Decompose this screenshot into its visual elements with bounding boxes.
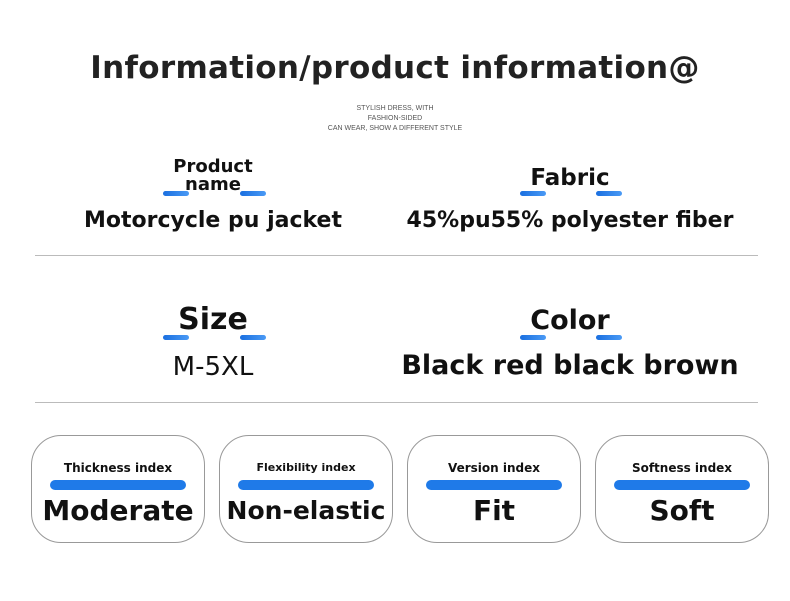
divider [35, 255, 758, 256]
accent-dash [520, 191, 546, 196]
size-label: Size [178, 302, 248, 337]
index-label: Softness index [631, 461, 733, 475]
index-value: Moderate [42, 494, 194, 527]
index-value: Soft [649, 494, 715, 527]
accent-dash [240, 335, 266, 340]
product-name-label: Product name [113, 158, 313, 194]
index-label: Flexibility index [256, 461, 356, 474]
color-value: Black red black brown [401, 350, 739, 381]
index-label: Thickness index [63, 461, 173, 475]
index-bar [238, 480, 374, 490]
softness-index-card: Softness index Soft [595, 435, 769, 543]
flexibility-index-card: Flexibility index Non-elastic [219, 435, 393, 543]
index-bar [614, 480, 750, 490]
thickness-index-card: Thickness index Moderate [31, 435, 205, 543]
page-title: Information/product information@ [90, 50, 700, 86]
subtitle-line: CAN WEAR, SHOW A DIFFERENT STYLE [327, 125, 463, 132]
version-index-card: Version index Fit [407, 435, 581, 543]
index-value: Fit [472, 494, 516, 527]
accent-dash [240, 191, 266, 196]
accent-dash [163, 335, 189, 340]
divider [35, 402, 758, 403]
fabric-value: 45%pu55% polyester fiber [406, 208, 734, 233]
accent-dash [163, 191, 189, 196]
product-name-value: Motorcycle pu jacket [83, 208, 342, 233]
color-label: Color [530, 305, 610, 336]
label-line: name [185, 174, 241, 195]
index-label: Version index [447, 461, 541, 475]
index-bar [426, 480, 562, 490]
label-line: Product [173, 156, 253, 177]
index-bar [50, 480, 186, 490]
subtitle-line: STYLISH DRESS, WITH [356, 105, 434, 112]
index-value: Non-elastic [226, 496, 386, 525]
size-value: M-5XL [172, 352, 254, 382]
accent-dash [596, 335, 622, 340]
accent-dash [596, 191, 622, 196]
subtitle-line: FASHION-SIDED [367, 115, 423, 122]
accent-dash [520, 335, 546, 340]
fabric-label: Fabric [530, 165, 610, 191]
